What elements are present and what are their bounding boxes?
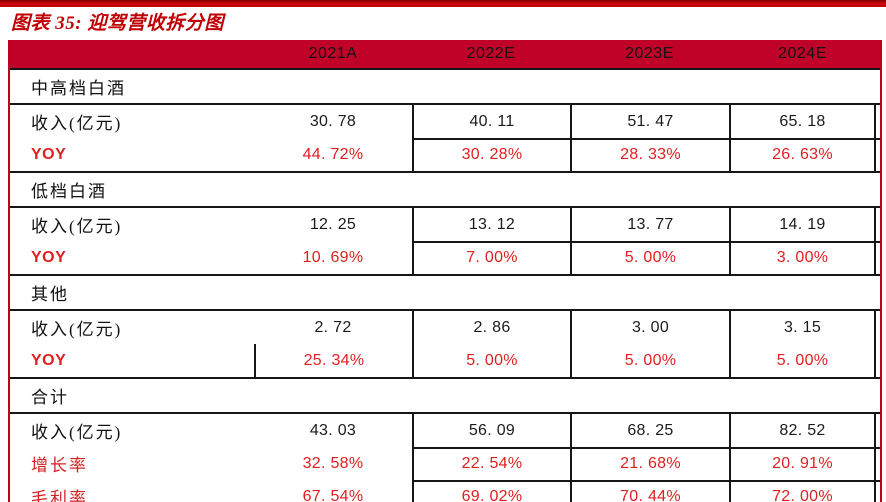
table-row-revenue: 收入(亿元) 12. 25 13. 12 13. 77 14. 19 [10,208,880,241]
value-cell-2022e: 5. 00% [412,344,570,377]
header-edge-spacer [876,40,880,68]
top-accent-bar [0,0,886,7]
value-cell-2021a: 12. 25 [309,215,357,233]
value-cell-2023e: 28. 33% [570,138,729,171]
table-row-growth-rate: 增长率 32. 58% 22. 54% 21. 68% 20. 91% [10,447,880,480]
value-cell-2021a: 43. 03 [309,421,357,439]
table-header-row: 2021A 2022E 2023E 2024E [10,40,880,70]
value-cell-2022e: 56. 09 [412,414,570,447]
table-row-yoy: YOY 25. 34% 5. 00% 5. 00% 5. 00% [10,344,880,377]
header-label-spacer [10,40,254,68]
section-header: 合计 [10,379,880,414]
value-cell-2023e: 21. 68% [570,447,729,480]
column-header-2024e: 2024E [778,45,827,62]
row-label: 收入(亿元) [31,217,123,236]
table-row-revenue: 收入(亿元) 2. 72 2. 86 3. 00 3. 15 [10,311,880,344]
edge-spacer [876,480,880,502]
section-mid-high-grade-liquor: 中高档白酒 收入(亿元) 30. 78 40. 11 51. 47 65. 18… [10,70,880,173]
value-cell-2022e: 2. 86 [412,311,570,344]
row-label: 收入(亿元) [31,320,123,339]
value-cell-2022e: 69. 02% [412,480,570,502]
value-cell-2024e: 20. 91% [729,447,876,480]
value-cell-2024e: 14. 19 [729,208,876,241]
value-cell-2024e: 3. 15 [729,311,876,344]
edge-spacer [876,105,880,138]
edge-spacer [876,208,880,241]
figure-title: 图表 35: 迎驾营收拆分图 [11,13,224,34]
value-cell-2024e: 3. 00% [729,241,876,274]
section-header: 其他 [10,276,880,311]
value-cell-2021a: 32. 58% [302,454,364,472]
section-header: 中高档白酒 [10,70,880,105]
value-cell-2022e: 22. 54% [412,447,570,480]
table-row-yoy: YOY 44. 72% 30. 28% 28. 33% 26. 63% [10,138,880,171]
value-cell-2022e: 7. 00% [412,241,570,274]
column-header-2021a: 2021A [308,45,358,62]
value-cell-2021a: 30. 78 [309,112,357,130]
section-total: 合计 收入(亿元) 43. 03 56. 09 68. 25 82. 52 增长… [10,379,880,502]
value-cell-2024e: 26. 63% [729,138,876,171]
edge-spacer [876,311,880,344]
value-cell-2024e: 65. 18 [729,105,876,138]
value-cell-2023e: 3. 00 [570,311,729,344]
value-cell-2021a: 10. 69% [302,248,364,266]
table-row-revenue: 收入(亿元) 30. 78 40. 11 51. 47 65. 18 [10,105,880,138]
value-cell-2023e: 68. 25 [570,414,729,447]
column-header-2023e: 2023E [625,45,674,62]
table-row-gross-margin: 毛利率 67. 54% 69. 02% 70. 44% 72. 00% [10,480,880,502]
edge-spacer [876,447,880,480]
section-low-grade-liquor: 低档白酒 收入(亿元) 12. 25 13. 12 13. 77 14. 19 … [10,173,880,276]
value-cell-2023e: 51. 47 [570,105,729,138]
value-cell-2023e: 5. 00% [570,241,729,274]
edge-spacer [876,241,880,274]
value-cell-2024e: 72. 00% [729,480,876,502]
section-others: 其他 收入(亿元) 2. 72 2. 86 3. 00 3. 15 YOY 25… [10,276,880,379]
value-cell-2024e: 82. 52 [729,414,876,447]
value-cell-2021a: 2. 72 [314,318,352,336]
value-cell-2021a: 44. 72% [302,145,364,163]
value-cell-2021a: 25. 34% [254,344,412,377]
column-header-2022e: 2022E [466,45,516,62]
value-cell-2023e: 70. 44% [570,480,729,502]
edge-spacer [876,138,880,171]
edge-spacer [876,414,880,447]
revenue-breakdown-table: 2021A 2022E 2023E 2024E 中高档白酒 收入(亿元) 30.… [8,40,882,502]
value-cell-2022e: 13. 12 [412,208,570,241]
table-row-yoy: YOY 10. 69% 7. 00% 5. 00% 3. 00% [10,241,880,274]
row-label: YOY [31,351,67,369]
row-label: 毛利率 [31,489,88,502]
value-cell-2022e: 30. 28% [412,138,570,171]
value-cell-2021a: 67. 54% [302,487,364,502]
row-label: YOY [31,145,67,163]
table-row-revenue: 收入(亿元) 43. 03 56. 09 68. 25 82. 52 [10,414,880,447]
row-label: 收入(亿元) [31,423,123,442]
row-label: YOY [31,248,67,266]
row-label: 收入(亿元) [31,114,123,133]
value-cell-2022e: 40. 11 [412,105,570,138]
section-header: 低档白酒 [10,173,880,208]
value-cell-2023e: 5. 00% [570,344,729,377]
value-cell-2023e: 13. 77 [570,208,729,241]
row-label: 增长率 [31,456,88,475]
value-cell-2024e: 5. 00% [729,344,876,377]
edge-spacer [876,344,880,377]
